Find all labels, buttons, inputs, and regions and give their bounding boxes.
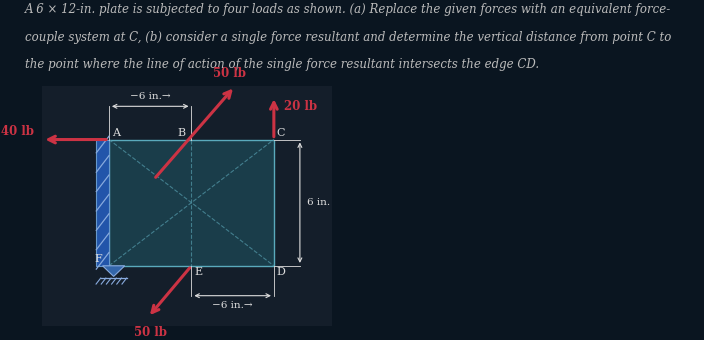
Text: 40 lb: 40 lb — [1, 125, 34, 138]
Text: F: F — [94, 254, 102, 264]
Text: D: D — [277, 268, 286, 277]
Text: B: B — [177, 128, 186, 138]
Bar — [96, 139, 109, 266]
Text: A 6 × 12-in. plate is subjected to four loads as shown. (a) Replace the given fo: A 6 × 12-in. plate is subjected to four … — [25, 3, 672, 16]
Text: 6 in.: 6 in. — [307, 198, 330, 207]
Text: the point where the line of action of the single force resultant intersects the : the point where the line of action of th… — [25, 58, 539, 71]
Text: 20 lb: 20 lb — [284, 100, 318, 113]
Text: 50 lb: 50 lb — [134, 326, 168, 339]
Text: −6 in.→: −6 in.→ — [130, 92, 170, 101]
Polygon shape — [103, 266, 125, 276]
Text: −6 in.→: −6 in.→ — [213, 301, 253, 310]
Text: A: A — [112, 128, 120, 138]
Text: C: C — [277, 128, 285, 138]
Bar — [109, 139, 274, 266]
Bar — [42, 86, 332, 326]
Text: 50 lb: 50 lb — [213, 67, 246, 80]
Text: couple system at C, (b) consider a single force resultant and determine the vert: couple system at C, (b) consider a singl… — [25, 31, 672, 44]
Text: E: E — [194, 268, 203, 277]
